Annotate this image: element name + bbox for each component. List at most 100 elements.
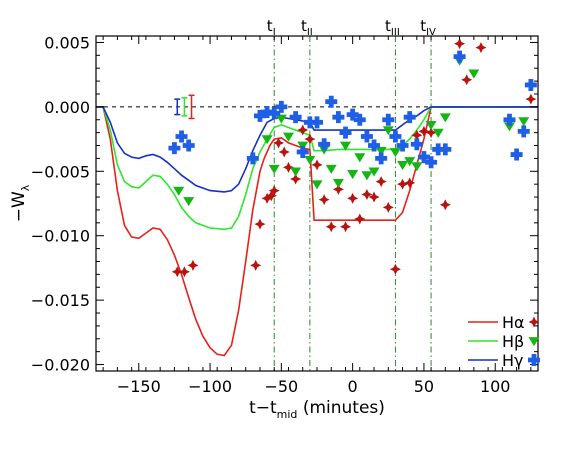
data-point-halpha <box>461 74 473 86</box>
data-point-hgamma <box>325 95 338 108</box>
data-point-hgamma <box>353 113 366 126</box>
data-point-halpha <box>290 173 302 185</box>
data-point-hgamma <box>417 151 430 164</box>
contact-label-sub: II <box>307 27 313 38</box>
data-point-hgamma <box>268 107 281 120</box>
data-point-hbeta <box>375 146 387 156</box>
data-point-hgamma <box>453 50 466 63</box>
model-curve-hgamma <box>96 106 538 193</box>
error-bar-halpha <box>188 94 195 120</box>
data-point-hgamma <box>510 148 523 161</box>
data-point-hbeta <box>268 164 280 174</box>
error-bar-hgamma <box>174 98 181 116</box>
error-bar-hbeta <box>181 97 188 117</box>
data-point-hgamma <box>318 138 331 151</box>
legend-marker-halpha <box>528 316 540 328</box>
x-tick-label: 100 <box>480 377 511 396</box>
data-point-hbeta <box>325 164 337 174</box>
data-point-halpha <box>397 178 409 190</box>
data-point-halpha <box>389 263 401 275</box>
data-point-hgamma <box>360 130 373 143</box>
model-curve-halpha <box>96 106 538 357</box>
data-point-halpha <box>304 133 316 145</box>
data-point-hbeta <box>397 160 409 171</box>
data-point-halpha <box>439 199 451 211</box>
data-point-hbeta <box>368 167 380 177</box>
data-point-hgamma <box>389 130 402 143</box>
data-point-hbeta <box>183 197 195 207</box>
data-point-hbeta <box>503 122 515 132</box>
contact-label-2: tII <box>301 17 313 38</box>
data-point-hgamma <box>253 109 266 122</box>
data-point-hgamma <box>432 143 445 156</box>
y-tick-label: −0.005 <box>31 162 90 181</box>
data-point-halpha <box>178 266 190 278</box>
y-axis-label-main: −W <box>9 191 29 222</box>
data-point-halpha <box>171 266 183 278</box>
y-axis-label: −Wλ <box>9 184 32 222</box>
y-tick-label: −0.020 <box>31 356 90 375</box>
data-point-halpha <box>268 185 280 197</box>
axes: tI tII tIII tIV−150 −100 −50 0 50 1000.0050.000−… <box>31 17 538 396</box>
contact-label-3: tIII <box>385 17 400 38</box>
data-point-hbeta <box>468 69 480 79</box>
data-point-hbeta <box>361 171 373 181</box>
data-point-hgamma <box>524 78 537 91</box>
data-point-halpha <box>265 190 277 202</box>
data-point-halpha <box>261 192 273 204</box>
data-point-hbeta <box>261 135 273 145</box>
legend-marker-hbeta <box>528 337 540 347</box>
data-point-hbeta <box>311 180 323 190</box>
data-point-halpha <box>332 183 344 195</box>
data-point-halpha <box>282 161 294 173</box>
data-point-halpha <box>340 221 352 233</box>
legend-label-halpha: Hα <box>502 313 525 332</box>
data-point-hgamma <box>517 125 530 138</box>
data-point-hgamma <box>339 126 352 139</box>
contact-lines <box>273 36 432 371</box>
data-point-halpha <box>318 194 330 206</box>
data-point-hgamma <box>168 142 181 155</box>
data-point-hgamma <box>410 138 423 151</box>
data-point-halpha <box>250 259 262 271</box>
data-point-hgamma <box>403 111 416 124</box>
data-point-hbeta <box>382 126 394 136</box>
y-tick-label: −0.010 <box>31 227 90 246</box>
legend-marker-hgamma <box>528 354 540 366</box>
data-point-halpha <box>361 188 373 200</box>
data-point-hbeta <box>304 155 316 165</box>
data-point-hbeta <box>389 148 401 158</box>
data-point-halpha <box>525 93 537 105</box>
data-point-halpha <box>382 201 394 213</box>
data-point-halpha <box>425 127 437 139</box>
data-point-hbeta <box>290 167 302 177</box>
data-point-hbeta <box>340 141 352 151</box>
data-point-hgamma <box>425 156 438 169</box>
data-point-halpha <box>368 191 380 203</box>
data-point-halpha <box>375 176 387 188</box>
data-point-hgamma <box>296 145 309 158</box>
contact-label-1: tI <box>267 17 276 38</box>
x-axis-label-sub: mid <box>277 408 298 421</box>
data-point-hbeta <box>354 153 366 163</box>
data-point-hbeta <box>518 117 530 127</box>
contact-label-main: t <box>420 17 426 35</box>
contact-label-sub: I <box>273 27 276 38</box>
data-point-halpha <box>475 42 487 54</box>
data-point-hbeta <box>439 113 451 123</box>
data-point-halpha <box>278 146 290 158</box>
data-point-hbeta <box>275 114 287 124</box>
data-point-halpha <box>411 129 423 141</box>
x-axis-label: t−tmid (minutes) <box>249 398 385 421</box>
data-point-hgamma <box>375 152 388 165</box>
contact-label-main: t <box>385 17 391 35</box>
data-point-hbeta <box>411 162 423 172</box>
contact-label-sub: IV <box>426 27 436 38</box>
data-point-hbeta <box>404 157 416 167</box>
data-point-hgamma <box>439 143 452 156</box>
y-tick-label: −0.015 <box>31 291 90 310</box>
data-point-halpha <box>325 221 337 233</box>
data-point-hgamma <box>175 130 188 143</box>
x-tick-label: −50 <box>264 377 298 396</box>
